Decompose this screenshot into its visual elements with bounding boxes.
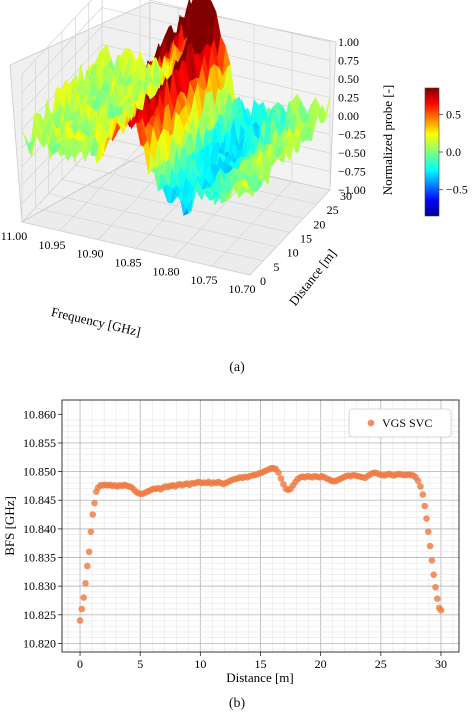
surface-plot-3d: 10.7010.7510.8010.8510.9010.9511.0005101… <box>1 0 468 339</box>
data-point <box>275 469 282 476</box>
y-tick-label: 5 <box>273 260 279 274</box>
data-point <box>87 528 95 535</box>
x-tick-label: 10.70 <box>229 282 256 296</box>
z-tick-label: 0.25 <box>338 91 359 105</box>
z-axis-label: Normalized probe [-] <box>380 85 395 195</box>
ticks-3d: 10.7010.7510.8010.8510.9010.9511.0005101… <box>1 35 366 296</box>
z-tick-label: 1.00 <box>338 35 359 49</box>
side-grid-line <box>21 0 93 75</box>
scatter-points <box>76 464 445 624</box>
y-tick-label: 10.860 <box>23 407 56 421</box>
y-tick-label: 10.850 <box>23 465 56 479</box>
side-grid-line <box>21 7 103 93</box>
grid-2d <box>62 400 459 652</box>
y-tick-label: 10 <box>287 246 299 260</box>
data-point <box>428 557 436 564</box>
x-tick-label: 0 <box>77 657 83 671</box>
x-tick-label: 20 <box>315 657 327 671</box>
x-axis-label: Frequency [GHz] <box>50 304 142 339</box>
colorbar-ticks: 0.5 0.0 −0.5 <box>439 107 468 197</box>
floor-grid-line <box>61 179 291 233</box>
z-tick-label: −0.50 <box>338 146 366 160</box>
data-point <box>80 594 87 601</box>
legend-box <box>348 408 452 438</box>
y-tick-label: 10.820 <box>23 636 56 650</box>
caption-a: (a) <box>229 360 245 375</box>
colorbar-tick-label: 0.5 <box>446 107 461 121</box>
legend: VGS SVC <box>348 408 452 438</box>
z-tick-label: 0.75 <box>338 54 359 68</box>
data-point <box>419 491 427 498</box>
x-tick-label: 15 <box>255 657 267 671</box>
x-tick-label: 25 <box>375 657 387 671</box>
x-tick-label: 10.80 <box>153 264 180 278</box>
surface-cell <box>322 95 331 118</box>
data-point <box>82 580 89 587</box>
z-tick-label: 0.50 <box>338 72 359 86</box>
legend-marker <box>367 419 375 427</box>
data-point <box>421 502 429 510</box>
data-point <box>84 562 91 570</box>
colorbar-tick-label: 0.0 <box>446 145 461 159</box>
data-point <box>426 542 434 550</box>
x-tick-label: 10 <box>194 657 206 671</box>
caption-b: (b) <box>228 696 246 711</box>
x-tick-label: 10.95 <box>39 238 66 252</box>
z-tick-label: −1.00 <box>338 183 366 197</box>
data-point <box>91 499 98 507</box>
x-tick-label: 5 <box>137 657 143 671</box>
data-point <box>76 617 84 624</box>
z-tick-label: 0.00 <box>338 109 359 123</box>
colorbar-tick-label: −0.5 <box>446 183 468 197</box>
y-tick-label: 25 <box>327 203 339 217</box>
data-point <box>432 584 439 591</box>
x-tick-label: 10.85 <box>115 256 142 270</box>
y-tick-label: 10.840 <box>23 522 56 536</box>
colorbar <box>424 87 440 217</box>
y-axis-label: BFS [GHz] <box>2 496 17 556</box>
data-point <box>434 595 441 602</box>
data-point <box>423 515 430 522</box>
y-tick-label: 20 <box>313 217 325 231</box>
y-tick-label: 0 <box>260 274 266 288</box>
z-tick-label: −0.25 <box>338 128 366 142</box>
y-tick-label: 10.855 <box>23 436 56 450</box>
data-point <box>425 528 432 535</box>
data-point <box>277 475 285 482</box>
data-point <box>89 511 96 518</box>
data-point <box>437 606 445 614</box>
x-tick-label: 10.75 <box>191 273 218 287</box>
data-point <box>430 571 438 578</box>
y-tick-label: 10.825 <box>23 608 56 622</box>
x-axis-label: Distance [m] <box>226 670 294 685</box>
y-tick-label: 10.845 <box>23 493 56 507</box>
ticks-2d: 0 5 10 15 20 25 30 10.820 10.825 10.830 10.835 10.8… <box>23 407 447 671</box>
y-tick-label: 30 <box>340 189 352 203</box>
y-tick-label: 10.835 <box>23 551 56 565</box>
data-point <box>417 483 424 490</box>
legend-label: VGS SVC <box>382 416 432 430</box>
data-point <box>414 477 422 485</box>
x-tick-label: 30 <box>435 657 447 671</box>
side-grid-line <box>21 25 103 112</box>
x-tick-label: 11.00 <box>1 229 28 243</box>
floor-grid-line <box>35 207 264 262</box>
bfs-scatter-plot: 0 5 10 15 20 25 30 10.820 10.825 10.830 10.835 10.8… <box>2 399 460 685</box>
data-point <box>85 548 93 556</box>
data-point <box>78 605 86 613</box>
x-tick-label: 10.90 <box>77 247 104 261</box>
surface <box>21 0 331 217</box>
surface-cell <box>189 0 196 17</box>
y-tick-label: 15 <box>300 232 312 246</box>
z-tick-label: −0.75 <box>338 165 366 179</box>
floor-grid-line <box>21 221 251 276</box>
floor-grid-line <box>48 193 277 248</box>
y-tick-label: 10.830 <box>23 579 56 593</box>
